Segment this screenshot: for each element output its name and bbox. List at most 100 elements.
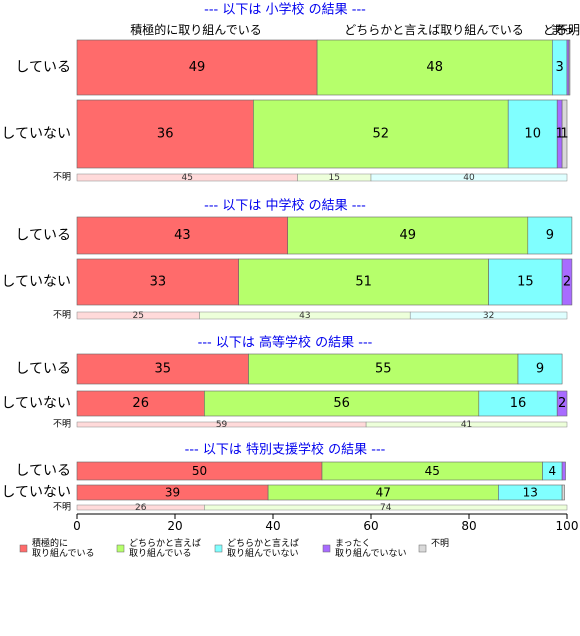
bar-value-label: 39: [165, 486, 180, 500]
bar-value-label: 9: [546, 228, 554, 243]
bar-value-label: 55: [375, 362, 392, 377]
legend-swatch: [214, 544, 223, 553]
bar-value-label: 51: [355, 275, 372, 290]
unknown-row-label: 不明: [53, 172, 71, 183]
legend-label: 取り組んでいない: [227, 547, 299, 559]
unknown-value-label: 15: [329, 173, 340, 183]
top-label: 積極的に取り組んでいる: [130, 22, 261, 37]
bar-value-label: 36: [157, 127, 174, 142]
bar-segment: [561, 99, 568, 169]
unknown-segment: [365, 421, 568, 428]
legend-label: どちらかと言えば: [227, 537, 299, 549]
bar-value-label: 48: [426, 60, 443, 75]
unknown-value-label: 40: [463, 173, 475, 183]
bar-value-label: 49: [399, 228, 416, 243]
bar-value-label: 56: [333, 396, 350, 411]
row-label: している: [15, 228, 71, 244]
unknown-segment: [204, 504, 568, 511]
row-label: していない: [1, 274, 71, 290]
bar-value-label: 43: [174, 228, 191, 243]
unknown-value-label: 45: [182, 173, 193, 183]
bar-value-label: 4: [548, 464, 556, 478]
bar-segment: [478, 390, 558, 417]
bar-segment: [527, 216, 573, 255]
bar-value-label: 49: [189, 60, 206, 75]
unknown-value-label: 74: [380, 503, 392, 513]
panel-title: --- 以下は 高等学校 の結果 ---: [198, 335, 373, 351]
unknown-segment: [409, 311, 568, 320]
x-tick-label: 0: [73, 519, 81, 533]
bar-segment: [238, 258, 489, 306]
legend-label: 取り組んでいない: [335, 547, 407, 559]
unknown-value-label: 32: [483, 311, 494, 321]
legend-swatch: [322, 544, 331, 553]
bar-segment: [488, 258, 563, 306]
unknown-row-label: 不明: [53, 502, 71, 513]
bar-value-label: 45: [425, 464, 440, 478]
unknown-value-label: 26: [135, 503, 147, 513]
bar-segment: [556, 390, 568, 417]
panel-title: --- 以下は 中学校 の結果 ---: [204, 198, 366, 214]
bar-segment: [76, 99, 254, 169]
bar-value-label: 2: [563, 275, 571, 290]
x-tick-label: 60: [363, 519, 378, 533]
bar-segment: [248, 353, 519, 385]
x-tick-label: 40: [265, 519, 280, 533]
unknown-row-label: 不明: [53, 419, 71, 430]
bar-value-label: 15: [517, 275, 534, 290]
legend-label: 不明: [431, 538, 449, 549]
x-tick-label: 80: [461, 519, 476, 533]
panel-title: --- 以下は 小学校 の結果 ---: [204, 2, 366, 18]
panel-title: --- 以下は 特別支援学校 の結果 ---: [185, 442, 386, 458]
bar-segment: [76, 216, 288, 255]
top-label: まっ: [550, 23, 574, 37]
top-label: どち: [543, 23, 567, 37]
bar-value-label: 50: [192, 464, 207, 478]
legend-swatch: [418, 544, 427, 553]
bar-value-label: 13: [523, 486, 538, 500]
bar-segment: [76, 39, 318, 96]
bar-value-label: 9: [536, 362, 544, 377]
x-tick-label: 20: [167, 519, 182, 533]
row-label: している: [15, 361, 71, 377]
bar-value-label: 10: [524, 127, 541, 142]
row-label: していない: [1, 126, 71, 142]
bar-segment: [287, 216, 529, 255]
unknown-segment: [370, 173, 568, 182]
legend-label: まったく: [335, 538, 371, 549]
legend-swatch: [19, 544, 28, 553]
bar-value-label: 16: [510, 396, 527, 411]
legend-label: どちらかと言えば: [129, 537, 201, 549]
bar-segment: [561, 461, 566, 481]
unknown-value-label: 59: [216, 420, 228, 430]
bar-segment: [561, 484, 565, 501]
bar-segment: [561, 258, 573, 306]
unknown-row-label: 不明: [53, 310, 71, 321]
bar-value-label: 3: [556, 60, 564, 75]
legend-label: 取り組んでいる: [32, 547, 95, 559]
unknown-value-label: 25: [133, 311, 144, 321]
x-tick-label: 100: [556, 519, 579, 533]
bar-value-label: 35: [154, 362, 171, 377]
unknown-value-label: 41: [461, 420, 472, 430]
legend-label: 取り組んでいる: [129, 547, 192, 559]
bar-value-label: 26: [132, 396, 149, 411]
row-label: していない: [1, 485, 71, 501]
row-label: している: [15, 463, 71, 479]
legend-label: 積極的に: [32, 537, 68, 549]
bar-segment: [568, 39, 571, 96]
bar-value-label: 52: [373, 127, 390, 142]
bar-value-label: 1: [560, 127, 568, 142]
row-label: している: [15, 60, 71, 76]
legend-swatch: [116, 544, 125, 553]
unknown-value-label: 43: [299, 311, 310, 321]
bar-value-label: 33: [150, 275, 167, 290]
top-label: 不明: [556, 23, 580, 37]
bar-segment: [517, 353, 563, 385]
top-label: どちらかと言えば取り組んでいる: [344, 23, 523, 37]
bar-segment: [76, 258, 239, 306]
bar-value-label: 1: [556, 127, 564, 142]
bar-value-label: 2: [558, 396, 566, 411]
bar-value-label: 47: [376, 486, 391, 500]
